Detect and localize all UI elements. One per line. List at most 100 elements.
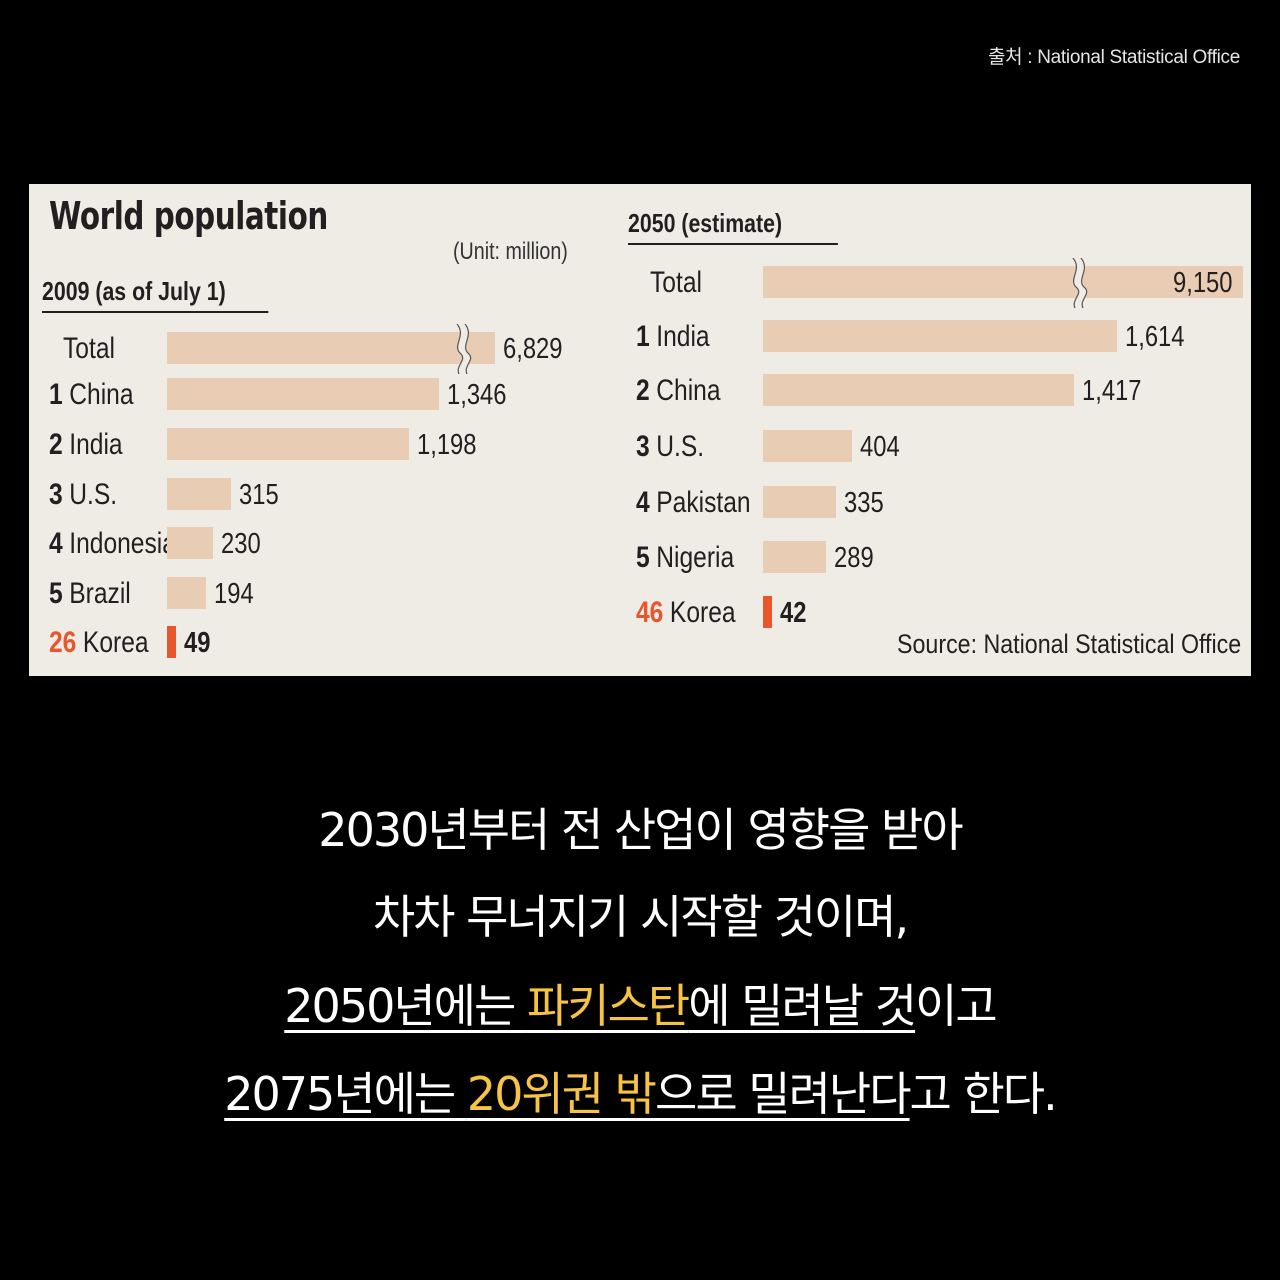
bar — [167, 428, 409, 460]
caption-line-3: 2050년에는 파키스탄에 밀려날 것이고 — [0, 970, 1280, 1036]
caption-line-3-lead: 2050년에는 — [284, 979, 527, 1033]
caption-line-4: 2075년에는 20위권 밖으로 밀려난다고 한다. — [0, 1058, 1280, 1124]
country-name: Nigeria — [656, 541, 735, 574]
unit-label: (Unit: million) — [453, 238, 568, 265]
bar-label: 1 China — [49, 378, 134, 412]
bar — [167, 478, 231, 510]
bar — [167, 332, 495, 364]
bar-label: 5 Nigeria — [636, 541, 734, 575]
rank-number: 5 — [636, 541, 650, 574]
bar-value-label: 9,150 — [1173, 267, 1233, 299]
rank-number: 2 — [636, 374, 650, 407]
section-2009-heading: 2009 (as of July 1) — [42, 276, 269, 313]
caption-line-2: 차차 무너지기 시작할 것이며, — [372, 890, 909, 944]
bar-row-india: 1 India 1,614 — [636, 320, 1277, 354]
bar — [167, 527, 213, 559]
bar — [763, 374, 1074, 406]
country-name: China — [69, 378, 134, 411]
rank-number: 1 — [636, 320, 650, 353]
bar-row-us: 3 U.S. 315 — [49, 478, 599, 512]
bar — [763, 430, 852, 462]
rank-number: 1 — [49, 378, 63, 411]
caption-line-3-tail: 이고 — [915, 979, 998, 1033]
bar-value-label: 42 — [780, 597, 807, 629]
bar-label: 4 Indonesia — [49, 527, 176, 561]
country-name: U.S. — [656, 430, 705, 463]
source-credit: 출처 : National Statistical Office — [987, 47, 1240, 68]
country-name: India — [69, 428, 123, 461]
bar-value-label: 194 — [214, 578, 254, 610]
axis-break-icon — [456, 324, 472, 374]
country-name: Korea — [669, 596, 736, 629]
bar-value-label: 335 — [844, 487, 884, 519]
bar-row-china: 2 China 1,417 — [636, 374, 1277, 408]
bar-row-nigeria: 5 Nigeria 289 — [636, 541, 1277, 575]
country-name: Brazil — [69, 577, 131, 610]
rank-number: 3 — [49, 478, 63, 511]
axis-break-icon — [1072, 258, 1088, 308]
chart-title: World population — [49, 194, 328, 238]
bar-label: 2 China — [636, 374, 721, 408]
rank-number: 26 — [49, 626, 77, 659]
bar-row-brazil: 5 Brazil 194 — [49, 577, 599, 611]
bar-row-total: Total 6,829 — [49, 324, 599, 374]
bar-value-label: 289 — [834, 542, 874, 574]
bar-value-label: 6,829 — [503, 333, 563, 365]
bar-row-korea: 46 Korea 42 — [636, 596, 1277, 630]
bar-row-total: Total 9,150 — [636, 258, 1277, 308]
bar-row-china: 1 China 1,346 — [49, 378, 599, 412]
country-name: Pakistan — [656, 486, 751, 519]
population-chart-panel: World population (Unit: million) 2009 (a… — [29, 184, 1251, 676]
bar-row-korea: 26 Korea 49 — [49, 626, 599, 660]
rank-number: 4 — [49, 527, 63, 560]
bar-row-pakistan: 4 Pakistan 335 — [636, 486, 1277, 520]
bar — [763, 541, 826, 573]
rank-number: 4 — [636, 486, 650, 519]
bar-value-label: 1,198 — [417, 429, 477, 461]
country-name: Indonesia — [69, 527, 176, 560]
rank-number: 2 — [49, 428, 63, 461]
bar-label: 5 Brazil — [49, 577, 131, 611]
bar — [167, 378, 439, 410]
section-2050-heading: 2050 (estimate) — [628, 208, 838, 245]
bar — [167, 626, 176, 658]
bar-label: 1 India — [636, 320, 710, 354]
bar-value-label: 315 — [239, 479, 279, 511]
caption-line-4-lead: 2075년에는 — [224, 1067, 467, 1121]
caption-line-3-underlined: 2050년에는 파키스탄에 밀려날 것 — [284, 979, 917, 1033]
rank-number: 3 — [636, 430, 650, 463]
bar-row-us: 3 U.S. 404 — [636, 430, 1277, 464]
bar-value-label: 230 — [221, 528, 261, 560]
bar-value-label: 1,614 — [1125, 321, 1185, 353]
bar — [167, 577, 206, 609]
bar-row-india: 2 India 1,198 — [49, 428, 599, 462]
bar — [763, 596, 772, 628]
caption-line-3-mid: 에 밀려날 것 — [688, 979, 917, 1033]
bar-label: 4 Pakistan — [636, 486, 751, 520]
bar-value-label: 404 — [860, 431, 900, 463]
bar-label: Total — [650, 266, 702, 300]
bar-label: Total — [63, 332, 115, 366]
caption-line-4-mid: 으로 밀려난다 — [655, 1067, 912, 1121]
country-name: Korea — [82, 626, 149, 659]
caption-line-4-tail: 고 한다. — [909, 1067, 1058, 1121]
caption-highlight-top20: 20위권 밖 — [466, 1067, 657, 1121]
bar-label: 26 Korea — [49, 626, 149, 660]
caption-line-4-underlined: 2075년에는 20위권 밖으로 밀려난다 — [224, 1067, 912, 1121]
bar — [763, 266, 1243, 298]
bar-label: 2 India — [49, 428, 123, 462]
rank-number: 46 — [636, 596, 664, 629]
bar-row-indonesia: 4 Indonesia 230 — [49, 527, 599, 561]
country-name: China — [656, 374, 721, 407]
bar-label: 3 U.S. — [636, 430, 704, 464]
bar-label: 46 Korea — [636, 596, 736, 630]
country-name: Total — [650, 266, 702, 299]
bar — [763, 486, 836, 518]
chart-source: Source: National Statistical Office — [896, 629, 1241, 659]
country-name: Total — [63, 332, 115, 365]
caption-highlight-pakistan: 파키스탄 — [526, 979, 690, 1033]
country-name: U.S. — [69, 478, 118, 511]
country-name: India — [656, 320, 710, 353]
bar-value-label: 49 — [184, 627, 211, 659]
rank-number: 5 — [49, 577, 63, 610]
